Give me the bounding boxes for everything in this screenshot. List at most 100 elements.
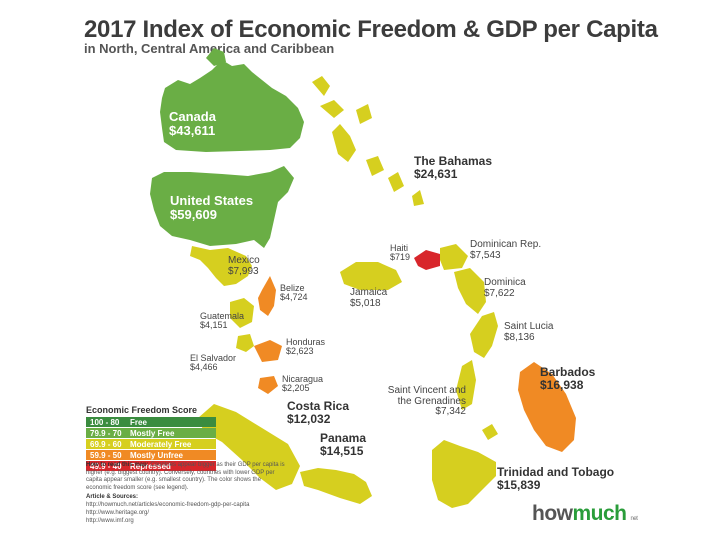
- label-haiti-gdp: $719: [390, 252, 411, 263]
- label-el-salvador: El Salvador $4,466: [190, 353, 237, 373]
- label-guatemala-name: Guatemala: [200, 311, 245, 321]
- label-saint-vincent-gdp: $7,342: [435, 406, 466, 417]
- legend-range: 59.9 - 50: [90, 450, 122, 460]
- country-shape-saint-vincent[interactable]: [456, 360, 476, 410]
- country-shape-dominica[interactable]: [454, 268, 486, 314]
- label-saint-vincent-name: Saint Vincent and the Grenadines: [387, 385, 466, 407]
- label-barbados: Barbados $16,938: [540, 366, 595, 391]
- label-united-states-name: United States: [170, 193, 254, 208]
- country-shape-panama[interactable]: [300, 468, 372, 504]
- legend-range: 79.9 - 70: [90, 428, 122, 438]
- country-shape-haiti[interactable]: [414, 250, 440, 270]
- label-honduras-name: Honduras: [286, 337, 326, 347]
- label-costa-rica: Costa Rica $12,032: [287, 400, 349, 425]
- legend-range: 49.9 - 40: [90, 461, 122, 471]
- label-guatemala-gdp: $4,151: [200, 320, 228, 331]
- label-haiti: Haiti $719: [390, 243, 411, 263]
- brand-part2: much: [572, 502, 628, 525]
- label-united-states-gdp: $59,609: [170, 206, 217, 222]
- label-bahamas-name: The Bahamas: [414, 154, 493, 168]
- sources-heading: Article & Sources:: [86, 494, 139, 500]
- page-subtitle: in North, Central America and Caribbean: [84, 41, 335, 56]
- legend-range: 69.9 - 60: [90, 439, 122, 449]
- label-dominican-rep: Dominican Rep. $7,543: [470, 239, 542, 261]
- country-shape-barbados[interactable]: [518, 362, 576, 452]
- label-united-states: United States $59,609: [170, 194, 253, 221]
- label-dominican-rep-gdp: $7,543: [470, 249, 501, 261]
- label-bahamas: The Bahamas $24,631: [414, 155, 492, 180]
- label-el-salvador-gdp: $4,466: [190, 362, 218, 373]
- country-shape-costa-rica[interactable]: [198, 404, 300, 490]
- label-dominican-rep-name: Dominican Rep.: [470, 239, 542, 250]
- label-bahamas-gdp: $24,631: [414, 166, 458, 181]
- country-shape-jamaica[interactable]: [340, 262, 402, 290]
- label-panama-name: Panama: [320, 431, 367, 445]
- country-shape-mexico[interactable]: [190, 246, 252, 286]
- country-shape-belize[interactable]: [258, 276, 276, 316]
- country-shape-trinidad[interactable]: [432, 440, 496, 508]
- label-mexico: Mexico $7,993: [228, 255, 260, 277]
- label-canada: Canada $43,611: [169, 110, 216, 137]
- label-saint-vincent: Saint Vincent and the Grenadines $7,342: [386, 385, 466, 418]
- label-honduras-gdp: $2,623: [286, 346, 314, 357]
- label-haiti-name: Haiti: [390, 243, 409, 253]
- label-nicaragua: Nicaragua $2,205: [282, 374, 324, 394]
- label-guatemala: Guatemala $4,151: [200, 311, 245, 331]
- legend-row-mostly-unfree: 59.9 - 50 Mostly Unfree: [86, 450, 216, 460]
- country-shape-bahamas[interactable]: [312, 76, 424, 206]
- label-barbados-gdp: $16,938: [540, 377, 584, 392]
- label-el-salvador-name: El Salvador: [190, 353, 237, 363]
- country-shape-canada[interactable]: [160, 60, 304, 152]
- country-shape-tobago: [482, 424, 498, 440]
- source-link[interactable]: http://howmuch.net/articles/economic-fre…: [86, 502, 250, 509]
- label-saint-lucia-gdp: $8,136: [504, 331, 535, 343]
- legend-label: Mostly Unfree: [130, 450, 183, 460]
- label-belize-name: Belize: [280, 283, 305, 293]
- brand-logo: howmuch net: [532, 502, 638, 526]
- legend-label: Free: [130, 417, 147, 427]
- label-dominica: Dominica $7,622: [484, 277, 526, 299]
- brand-part1: how: [532, 502, 573, 525]
- legend-row-free: 100 - 80 Free: [86, 417, 216, 427]
- legend-row-mostly-free: 79.9 - 70 Mostly Free: [86, 428, 216, 438]
- label-canada-gdp: $43,611: [169, 122, 216, 138]
- label-mexico-gdp: $7,993: [228, 265, 259, 277]
- brand-suffix: net: [630, 516, 638, 522]
- country-shape-guatemala[interactable]: [230, 298, 254, 328]
- legend-title: Economic Freedom Score: [86, 405, 198, 415]
- label-jamaica: Jamaica $5,018: [350, 287, 388, 309]
- how-to-read-heading: How to read this map:: [86, 462, 149, 468]
- label-nicaragua-name: Nicaragua: [282, 374, 324, 384]
- label-costa-rica-gdp: $12,032: [287, 411, 331, 426]
- label-barbados-name: Barbados: [540, 365, 596, 379]
- country-shape-united-states[interactable]: [150, 166, 294, 248]
- country-shape-nicaragua[interactable]: [258, 376, 278, 394]
- page-title: 2017 Index of Economic Freedom & GDP per…: [84, 16, 658, 43]
- legend-range: 100 - 80: [90, 417, 120, 427]
- label-honduras: Honduras $2,623: [286, 337, 326, 357]
- how-to-read: How to read this map: Countries appear b…: [86, 462, 286, 492]
- country-shape-saint-lucia[interactable]: [470, 312, 498, 358]
- label-dominica-name: Dominica: [484, 277, 526, 288]
- label-trinidad: Trinidad and Tobago $15,839: [497, 466, 614, 491]
- label-trinidad-gdp: $15,839: [497, 477, 541, 492]
- legend-row-repressed: 49.9 - 40 Repressed: [86, 461, 216, 471]
- sources: Article & Sources: http://howmuch.net/ar…: [86, 493, 286, 525]
- country-shape-dominican-rep[interactable]: [440, 244, 468, 270]
- label-belize: Belize $4,724: [280, 283, 308, 303]
- label-panama-gdp: $14,515: [320, 443, 364, 458]
- label-trinidad-name: Trinidad and Tobago: [497, 465, 615, 479]
- country-shape-honduras[interactable]: [254, 340, 282, 362]
- label-jamaica-name: Jamaica: [350, 287, 388, 298]
- how-to-read-text: Countries appear bigger as their GDP per…: [86, 462, 285, 491]
- label-mexico-name: Mexico: [228, 255, 260, 266]
- label-canada-name: Canada: [169, 109, 216, 124]
- country-shape-el-salvador[interactable]: [236, 334, 254, 352]
- label-jamaica-gdp: $5,018: [350, 297, 381, 309]
- source-link[interactable]: http://www.heritage.org/: [86, 510, 150, 517]
- label-belize-gdp: $4,724: [280, 292, 308, 303]
- label-panama: Panama $14,515: [320, 432, 366, 457]
- source-link[interactable]: http://www.imf.org: [86, 518, 134, 525]
- label-dominica-gdp: $7,622: [484, 287, 515, 299]
